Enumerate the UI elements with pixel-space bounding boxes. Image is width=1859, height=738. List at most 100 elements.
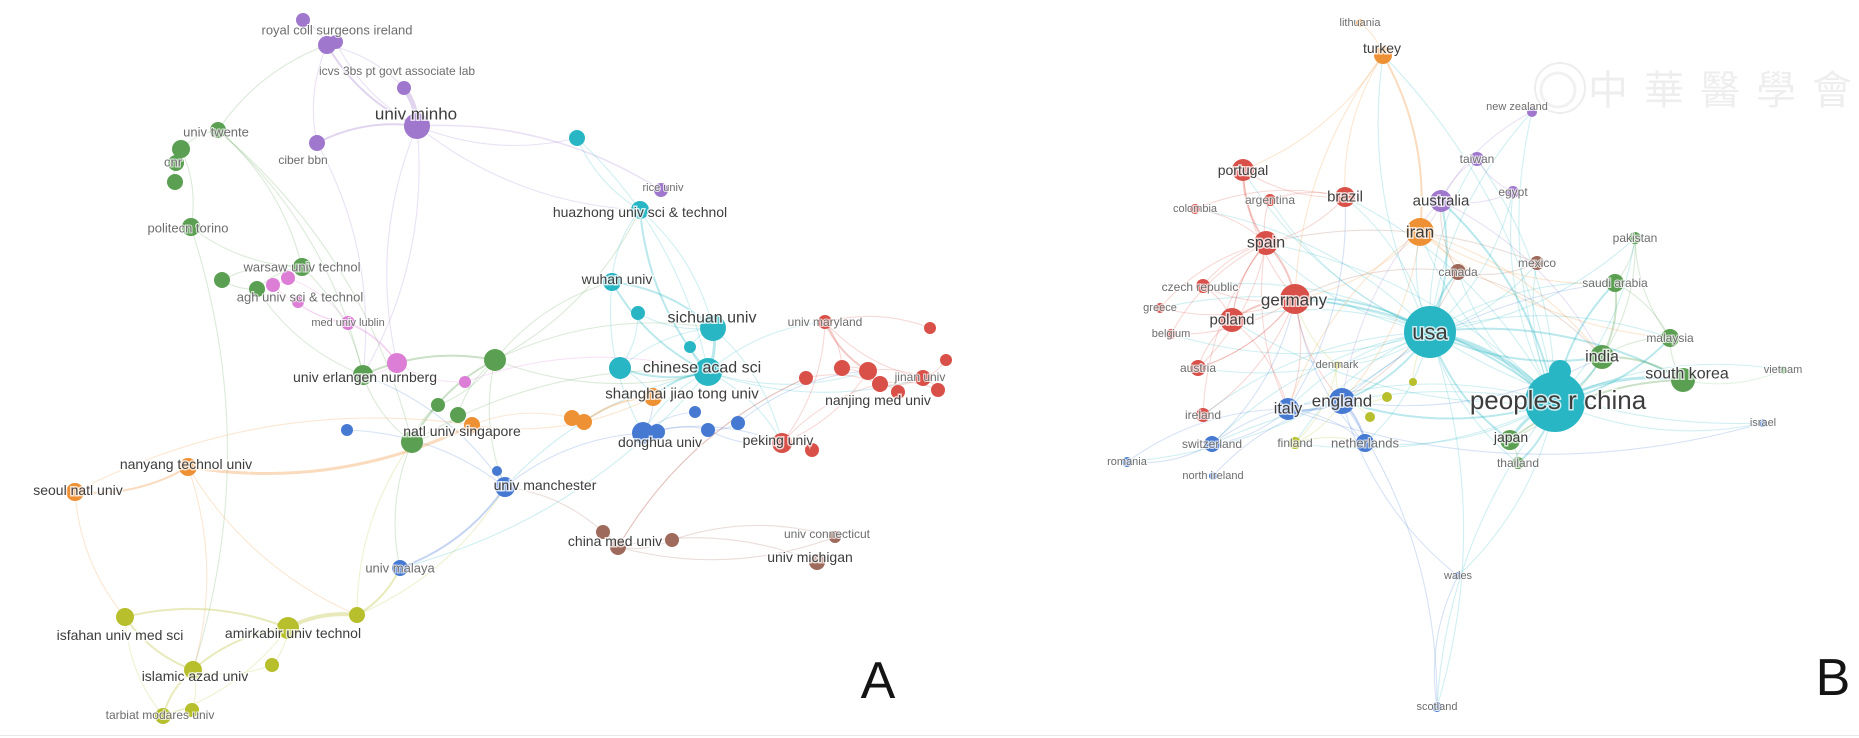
node-label-natl-univ-singapore: natl univ singapore (403, 423, 521, 439)
node-label-donghua-univ: donghua univ (618, 434, 702, 450)
graph-edge (217, 44, 328, 131)
node-label-malaysia: malaysia (1646, 331, 1694, 345)
node-label-greece: greece (1143, 302, 1177, 314)
node-seoul-natl-univ (66, 483, 84, 501)
graph-edge (494, 209, 641, 361)
node-label-egypt: egypt (1498, 185, 1528, 199)
graph-node (805, 443, 819, 457)
node-label-islamic-azad-univ: islamic azad univ (142, 668, 249, 684)
graph-node (292, 296, 304, 308)
graph-edge (1202, 298, 1296, 416)
graph-edge (1419, 231, 1603, 358)
node-cnr (172, 140, 190, 158)
network-panel-a: royal coll surgeons ireland icvs 3bs pt g… (32, 13, 952, 724)
node-label-israel: israel (1750, 417, 1776, 429)
node-iran (1406, 218, 1434, 246)
graph-edge (1287, 196, 1346, 410)
graph-edge (504, 486, 604, 533)
graph-edge (1419, 231, 1616, 285)
node-label-new-zealand: new zealand (1486, 101, 1548, 113)
graph-edge (217, 129, 303, 268)
graph-node (931, 383, 945, 397)
node-label-thailand: thailand (1497, 456, 1539, 470)
graph-edge (416, 124, 662, 191)
graph-node (891, 385, 905, 399)
node-med-univ-lublin (341, 316, 355, 330)
graph-edge (737, 370, 869, 424)
graph-edge (576, 137, 709, 373)
graph-edge (1265, 242, 1556, 403)
graph-edge (399, 371, 709, 569)
graph-edge (1294, 298, 1366, 444)
graph-node (265, 658, 279, 672)
graph-edge (1170, 242, 1267, 335)
graph-node (349, 607, 365, 623)
graph-node (859, 362, 877, 380)
graph-edge (1440, 111, 1533, 202)
graph-edge (611, 281, 709, 373)
node-label-usa: usa (1412, 320, 1448, 345)
graph-edge (1211, 298, 1296, 445)
graph-edge (217, 129, 364, 376)
graph-edge (1197, 242, 1267, 369)
graph-edge (187, 466, 208, 671)
node-label-royal-coll-surgeons-ireland: royal coll surgeons ireland (261, 23, 412, 38)
graph-edge (1202, 283, 1431, 333)
node-univ-twente (210, 122, 226, 138)
node-label-univ-minho: univ minho (375, 105, 457, 124)
graph-node (329, 35, 343, 49)
graph-edge (504, 371, 709, 488)
node-label-ciber-bbn: ciber bbn (278, 153, 327, 167)
node-islamic-azad-univ (184, 661, 202, 679)
bottom-divider (0, 735, 1859, 736)
graph-node (464, 417, 480, 433)
graph-edge (1126, 331, 1431, 463)
node-spain (1254, 231, 1278, 255)
graph-edge (1170, 331, 1431, 355)
graph-edge (1436, 401, 1556, 708)
node-nanyang-technol-univ (179, 458, 197, 476)
graph-edge (394, 441, 413, 569)
node-label-tarbiat-modares-univ: tarbiat modares univ (106, 708, 215, 722)
node-univ-malaya (392, 560, 408, 576)
graph-node (649, 424, 665, 440)
node-label-switzerland: switzerland (1182, 437, 1242, 451)
node-label-spain: spain (1247, 235, 1285, 252)
node-label-netherlands: netherlands (1331, 436, 1399, 451)
graph-edge (1242, 54, 1384, 171)
graph-edge (386, 125, 418, 364)
graph-node (665, 533, 679, 547)
node-peking-univ (772, 433, 792, 453)
graph-edge (1242, 169, 1346, 198)
graph-edge (187, 466, 358, 616)
network-panel-b: lithuania turkey new zealand portugal colomb… (1106, 16, 1803, 714)
node-label-iran: iran (1406, 223, 1434, 242)
graph-edge (124, 607, 289, 629)
graph-edge (781, 370, 869, 444)
node-label-chinese-acad-sci: chinese acad sci (643, 360, 761, 377)
graph-edge (576, 137, 641, 211)
node-label-huazhong-univ-sci-technol: huazhong univ sci & technol (553, 204, 727, 220)
graph-edge (316, 142, 367, 376)
node-label-seoul-natl-univ: seoul natl univ (33, 482, 123, 498)
graph-node (1409, 378, 1417, 386)
graph-edge (1126, 408, 1289, 463)
graph-edge (1382, 54, 1423, 233)
graph-edge (1518, 111, 1556, 403)
graph-edge (1341, 400, 1459, 577)
node-isfahan-univ-med-sci (116, 608, 134, 626)
graph-edge (1194, 189, 1346, 210)
node-label-brazil: brazil (1327, 189, 1363, 206)
graph-edge (1260, 242, 1289, 410)
graph-edge (411, 359, 496, 443)
node-label-univ-connecticut: univ connecticut (784, 527, 871, 541)
graph-edge (1212, 400, 1343, 477)
node-label-mexico: mexico (1518, 256, 1556, 270)
graph-edge (464, 356, 709, 383)
node-label-taiwan: taiwan (1460, 152, 1495, 166)
node-label-romania: romania (1107, 456, 1148, 468)
graph-node (459, 376, 471, 388)
node-germany (1280, 284, 1310, 314)
node-label-china-med-univ: china med univ (568, 533, 662, 549)
